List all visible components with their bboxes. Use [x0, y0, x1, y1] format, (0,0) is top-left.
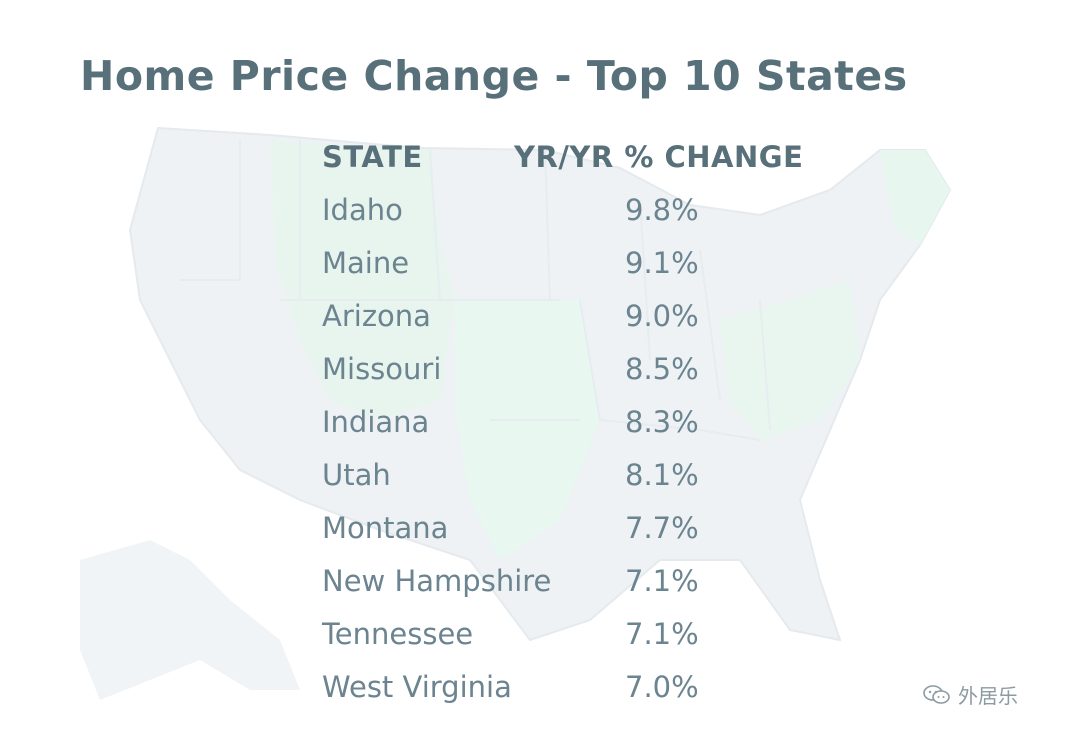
table-row: West Virginia 7.0%	[322, 670, 842, 723]
state-name: Indiana	[322, 405, 430, 439]
table-row: Idaho 9.8%	[322, 193, 842, 246]
table-row: Utah 8.1%	[322, 458, 842, 511]
column-header-change: YR/YR % CHANGE	[514, 140, 804, 174]
watermark-text: 外居乐	[958, 684, 1018, 708]
table-row: Arizona 9.0%	[322, 299, 842, 352]
change-value: 8.3%	[625, 405, 699, 439]
us-map-highlight-east	[720, 280, 860, 440]
change-value: 9.1%	[625, 246, 699, 280]
table-row: Maine 9.1%	[322, 246, 842, 299]
state-name: Montana	[322, 511, 449, 545]
change-value: 7.7%	[625, 511, 699, 545]
table-row: Indiana 8.3%	[322, 405, 842, 458]
state-borders	[180, 140, 771, 441]
state-name: New Hampshire	[322, 564, 552, 598]
us-map-highlight-central	[455, 300, 600, 560]
wechat-icon	[923, 684, 950, 704]
change-value: 7.0%	[625, 670, 699, 704]
change-value: 9.8%	[625, 193, 699, 227]
chart-title: Home Price Change - Top 10 States	[80, 52, 908, 100]
table-row: New Hampshire 7.1%	[322, 564, 842, 617]
alaska-silhouette	[80, 540, 300, 700]
table-row: Missouri 8.5%	[322, 352, 842, 405]
state-name: Idaho	[322, 193, 403, 227]
change-value: 9.0%	[625, 299, 699, 333]
change-value: 8.1%	[625, 458, 699, 492]
state-name: Missouri	[322, 352, 442, 386]
state-name: Utah	[322, 458, 391, 492]
us-map-highlight-west	[270, 140, 455, 420]
state-name: Maine	[322, 246, 410, 280]
state-name: Arizona	[322, 299, 431, 333]
us-map-highlight-northeast	[880, 150, 950, 245]
column-header-state: STATE	[322, 140, 423, 174]
change-value: 8.5%	[625, 352, 699, 386]
change-value: 7.1%	[625, 617, 699, 651]
table-row: Tennessee 7.1%	[322, 617, 842, 670]
watermark: 外居乐	[922, 680, 1018, 709]
table-row: Montana 7.7%	[322, 511, 842, 564]
change-value: 7.1%	[625, 564, 699, 598]
state-name: Tennessee	[322, 617, 474, 651]
state-name: West Virginia	[322, 670, 512, 704]
